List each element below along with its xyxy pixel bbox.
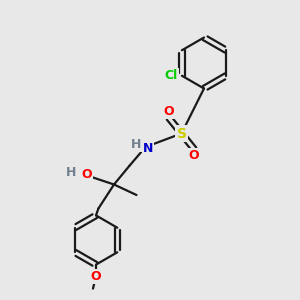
Text: S: S (176, 127, 187, 140)
Text: N: N (143, 142, 153, 155)
Text: H: H (66, 166, 76, 179)
Text: O: O (189, 149, 200, 162)
Text: H: H (131, 137, 141, 151)
Text: O: O (91, 269, 101, 283)
Text: O: O (164, 105, 174, 118)
Text: Cl: Cl (165, 69, 178, 82)
Text: O: O (82, 168, 92, 181)
